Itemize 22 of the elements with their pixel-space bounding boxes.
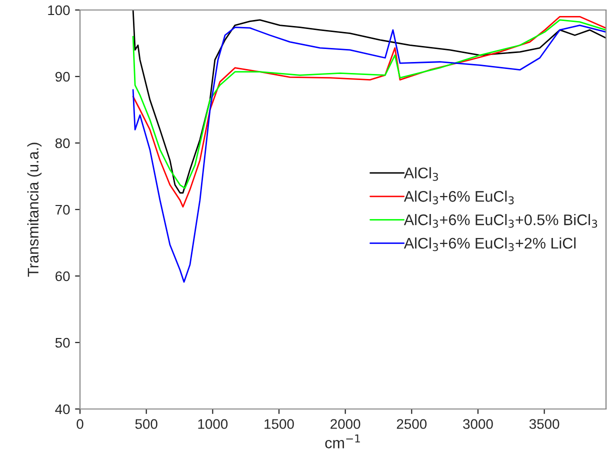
y-tick-label: 100 — [48, 5, 70, 16]
legend-label: AlCl$_{3}$+6% EuCl$_{3}$+2% LiCl — [404, 237, 576, 252]
line-series — [132, 24, 606, 283]
y-tick-label: 40 — [55, 404, 70, 414]
x-tick-label: 0 — [76, 419, 84, 429]
y-tick-label: 50 — [55, 338, 70, 348]
x-tick-label: 2000 — [330, 419, 360, 429]
x-tick-label: 3000 — [463, 419, 493, 429]
y-axis-title: Transmitancia (u.a.) — [27, 142, 42, 277]
x-axis-title: cm$^{−1}$ — [325, 434, 360, 448]
x-tick-label: 2500 — [396, 419, 427, 429]
legend-label: AlCl$_{3}$ — [404, 167, 438, 181]
y-tick-label: 80 — [55, 138, 70, 148]
x-tick-label: 3500 — [529, 419, 560, 429]
y-tick-label: 60 — [56, 271, 70, 282]
y-tick-label: 70 — [56, 204, 70, 215]
x-tick-label: 500 — [135, 419, 158, 429]
x-tick-label: 1000 — [198, 419, 228, 429]
y-tick-label: 90 — [55, 72, 70, 82]
legend-label: AlCl$_{3}$+6% EuCl$_{3}$+0.5% BiCl$_{3}$ — [404, 214, 598, 228]
x-tick-label: 1500 — [264, 419, 294, 429]
legend-label: AlCl$_{3}$+6% EuCl$_{3}$ — [404, 190, 514, 204]
